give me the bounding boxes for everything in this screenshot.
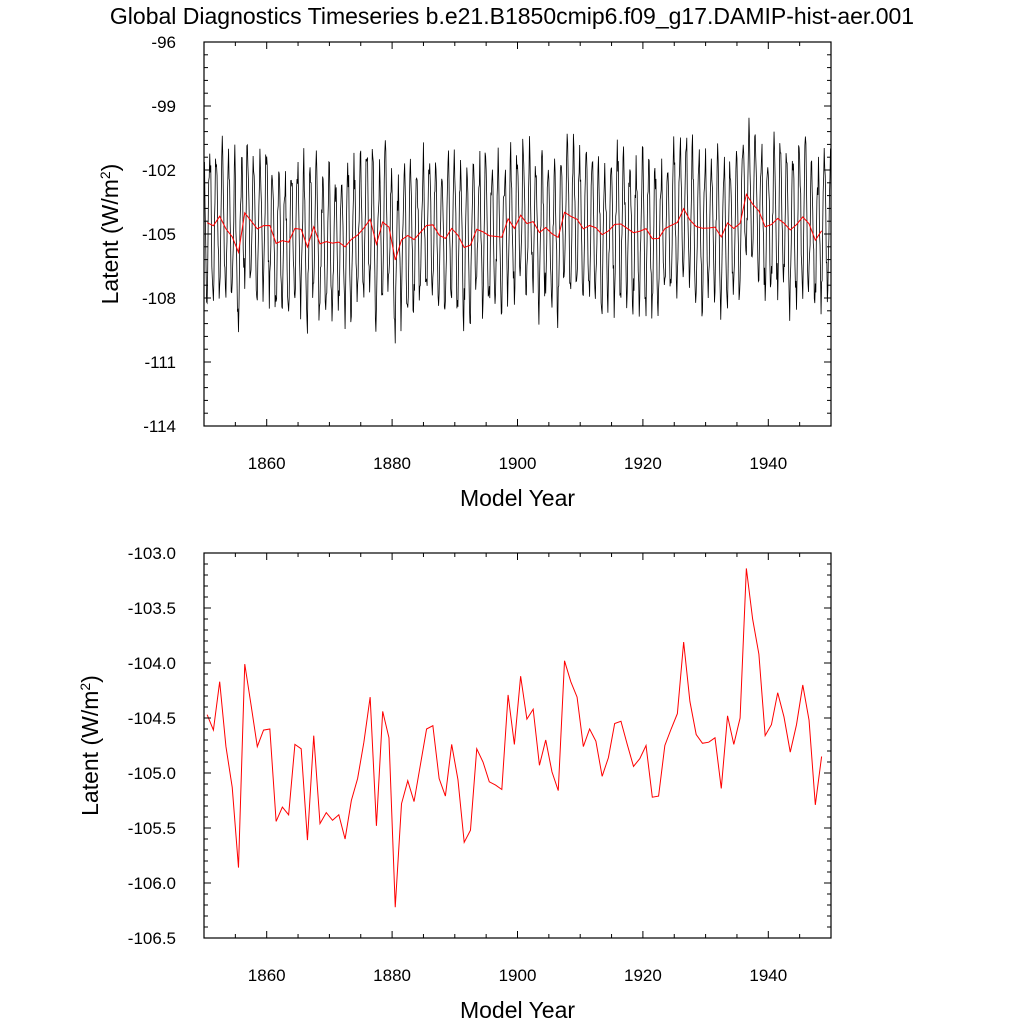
plot-area	[204, 117, 831, 344]
plot-frame	[203, 41, 832, 427]
annual-mean-series-line	[206, 568, 823, 908]
annual-mean-series-line	[206, 193, 823, 261]
x-tick-label: 1880	[373, 454, 411, 473]
chart-panel-top: 1860 1880 1900 1920 1940 -114 -111 -108 -105 -102…	[97, 33, 832, 511]
x-axis-label: Model Year	[460, 485, 575, 511]
x-tick-label: 1920	[624, 454, 662, 473]
figure-title: Global Diagnostics Timeseries b.e21.B185…	[110, 3, 914, 29]
chart-panel-bottom: 1860 1880 1900 1920 1940 -106.5 -106.0 -105.5 -1…	[77, 544, 832, 1023]
y-tick-label: -106.5	[128, 929, 176, 948]
plot-area	[206, 568, 823, 908]
y-tick-label: -96	[151, 33, 176, 52]
x-tick-label: 1900	[499, 454, 537, 473]
plot-frame	[203, 552, 832, 939]
x-tick-label: 1940	[749, 966, 787, 985]
y-tick-label: -103.0	[128, 544, 176, 563]
y-tick-label: -102	[142, 161, 176, 180]
y-tick-label: -103.5	[128, 599, 176, 618]
y-tick-label: -105.0	[128, 764, 176, 783]
y-tick-label: -114	[143, 417, 176, 436]
x-tick-label: 1860	[248, 454, 286, 473]
x-tick-label: 1880	[373, 966, 411, 985]
y-axis-label: Latent (W/m2)	[97, 164, 123, 305]
x-tick-label: 1900	[499, 966, 537, 985]
y-tick-label: -104.0	[128, 654, 176, 673]
y-tick-label: -105	[142, 225, 176, 244]
x-axis-label: Model Year	[460, 997, 575, 1023]
y-tick-label: -108	[142, 289, 176, 308]
y-tick-label: -105.5	[128, 819, 176, 838]
y-tick-label: -104.5	[128, 709, 176, 728]
x-tick-label: 1940	[749, 454, 787, 473]
x-tick-label: 1920	[624, 966, 662, 985]
y-tick-label: -106.0	[128, 874, 176, 893]
y-tick-label: -99	[151, 97, 176, 116]
y-tick-label: -111	[144, 353, 176, 372]
y-axis-label: Latent (W/m2)	[77, 675, 103, 816]
x-tick-label: 1860	[248, 966, 286, 985]
monthly-series-line	[204, 117, 831, 344]
